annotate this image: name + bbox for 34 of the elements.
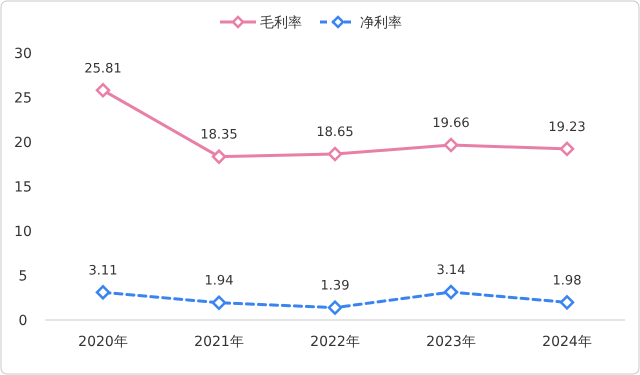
data-label: 25.81: [84, 61, 122, 76]
y-tick-label: 30: [14, 46, 32, 62]
point: [212, 295, 226, 310]
data-label: 3.11: [88, 263, 118, 278]
point: [560, 142, 574, 156]
legend-label: 毛利率: [260, 14, 302, 31]
point: [96, 83, 110, 98]
point: [560, 295, 574, 310]
x-tick-label: 2020年: [78, 334, 128, 350]
point: [328, 300, 342, 315]
y-tick-label: 10: [14, 224, 32, 240]
data-label: 19.23: [548, 120, 586, 135]
point: [212, 149, 226, 164]
data-label: 19.66: [432, 116, 470, 132]
data-label: 18.35: [200, 128, 238, 143]
data-label: 1.98: [552, 273, 582, 288]
y-tick-label: 15: [14, 179, 32, 196]
data-label: 3.14: [436, 263, 466, 278]
y-tick-label: 0: [18, 312, 28, 329]
x-tick-label: 2024年: [542, 334, 592, 350]
data-label: 1.39: [320, 278, 350, 294]
point: [328, 146, 342, 162]
x-tick-label: 2021年: [194, 334, 244, 350]
point: [444, 138, 458, 152]
legend-label: 净利率: [360, 14, 402, 31]
point: [96, 285, 110, 300]
x-tick-label: 2022年: [310, 334, 360, 350]
point: [444, 284, 458, 300]
data-label: 18.65: [316, 125, 354, 140]
data-label: 1.94: [204, 274, 234, 289]
y-tick-label: 25: [14, 90, 32, 106]
y-tick-label: 20: [14, 134, 32, 151]
x-tick-label: 2023年: [426, 334, 476, 350]
y-tick-label: 5: [18, 268, 28, 284]
